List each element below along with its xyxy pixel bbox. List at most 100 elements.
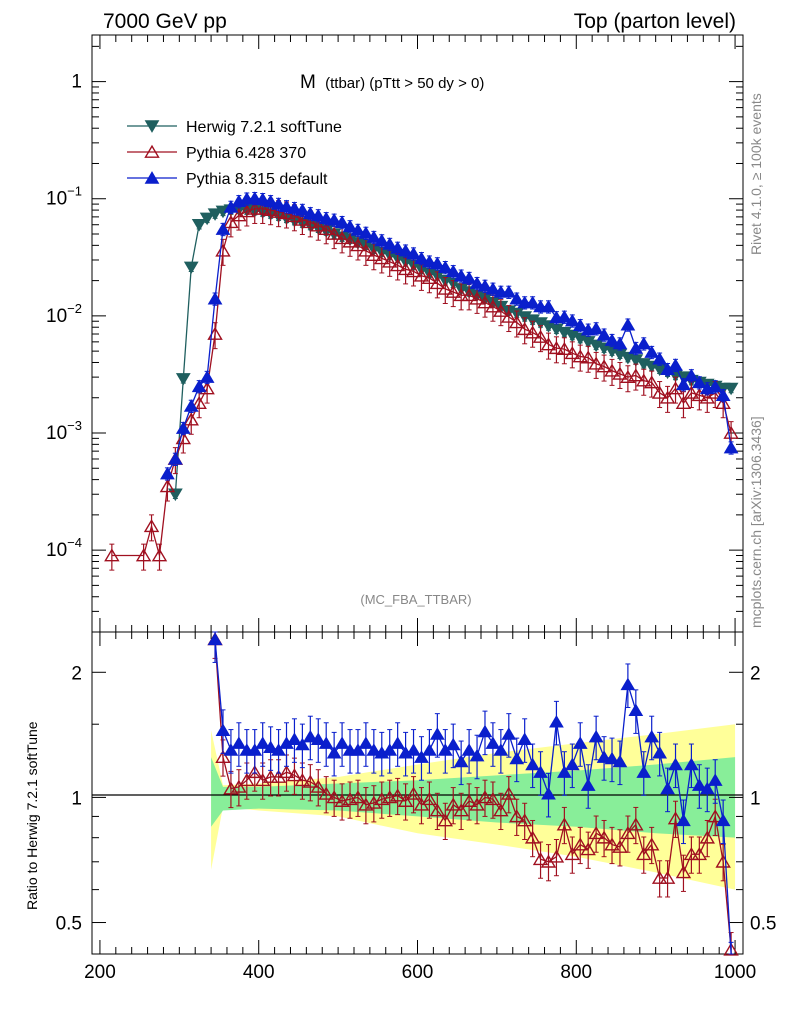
data-point bbox=[159, 479, 176, 493]
ratio-data-point bbox=[596, 750, 612, 763]
data-point bbox=[287, 201, 302, 214]
ratio-data-point bbox=[334, 736, 350, 749]
ratio-data-point bbox=[493, 743, 509, 756]
data-point bbox=[183, 412, 199, 426]
data-point bbox=[548, 340, 565, 355]
data-point bbox=[572, 349, 588, 363]
data-point bbox=[636, 373, 652, 387]
ratio-data-point bbox=[389, 788, 406, 802]
ratio-data-point bbox=[215, 723, 231, 737]
main-y-tick-label: 10−3 bbox=[46, 418, 82, 444]
data-point bbox=[191, 379, 207, 393]
ratio-data-point bbox=[302, 774, 319, 788]
ratio-data-point bbox=[437, 813, 454, 827]
data-point bbox=[556, 341, 573, 356]
legend-marker bbox=[144, 144, 160, 158]
data-point bbox=[358, 226, 374, 239]
ratio-data-point bbox=[636, 846, 652, 861]
data-point bbox=[215, 222, 231, 235]
plot-title: M (ttbar) (pTtt > 50 dy > 0) bbox=[300, 72, 484, 93]
data-point bbox=[564, 345, 581, 360]
data-point bbox=[493, 303, 509, 317]
data-point bbox=[429, 256, 445, 270]
ratio-data-point bbox=[683, 846, 700, 861]
data-point bbox=[207, 208, 223, 221]
data-point bbox=[382, 237, 398, 250]
ratio-data-point bbox=[366, 743, 382, 756]
main-y-tick-label: 10−4 bbox=[46, 535, 82, 561]
data-point bbox=[271, 197, 286, 210]
ratio-data-point bbox=[461, 793, 477, 807]
data-point bbox=[540, 337, 557, 351]
ratio-data-point bbox=[572, 837, 588, 851]
data-point bbox=[286, 208, 303, 223]
data-point bbox=[215, 243, 231, 257]
data-point bbox=[715, 388, 731, 401]
ratio-data-point bbox=[223, 743, 239, 756]
ratio-data-point bbox=[652, 746, 668, 759]
data-point bbox=[398, 243, 413, 257]
ratio-data-point bbox=[620, 677, 636, 691]
data-point bbox=[326, 213, 342, 226]
series-group-2 bbox=[160, 191, 739, 481]
ratio-data-point bbox=[707, 773, 723, 786]
ratio-data-point bbox=[421, 791, 438, 806]
data-point bbox=[374, 251, 390, 265]
data-point bbox=[691, 388, 708, 402]
legend-label: Herwig 7.2.1 softTune bbox=[186, 119, 342, 136]
data-point bbox=[461, 271, 477, 284]
ratio-data-point bbox=[382, 743, 398, 756]
data-point bbox=[231, 208, 247, 222]
ratio-data-point bbox=[429, 727, 445, 740]
plot-title-sub: (ttbar) (pTtt > 50 dy > 0) bbox=[325, 75, 484, 92]
ratio-data-point bbox=[691, 778, 707, 791]
data-point bbox=[461, 288, 477, 302]
data-point bbox=[588, 321, 604, 335]
ratio-data-point bbox=[485, 736, 501, 749]
ratio-data-point bbox=[501, 786, 517, 800]
ratio-data-point bbox=[262, 769, 279, 783]
ratio-y-tick-label-right: 0.5 bbox=[750, 914, 776, 935]
data-point bbox=[659, 390, 676, 404]
ratio-data-point bbox=[668, 757, 683, 771]
ratio-data-point bbox=[477, 724, 493, 738]
ratio-data-point bbox=[509, 809, 525, 823]
legend-marker bbox=[144, 120, 160, 133]
data-point bbox=[175, 431, 192, 445]
data-point bbox=[263, 194, 279, 208]
ratio-data-point bbox=[278, 764, 295, 779]
main-axis-ticks: 10−4 10−3 10−2 10−1 1 bbox=[46, 35, 743, 633]
data-point bbox=[469, 276, 485, 289]
ratio-y-axis-label: Ratio to Herwig 7.2.1 softTune bbox=[24, 721, 40, 910]
ratio-data-point bbox=[231, 779, 247, 793]
ratio-data-point bbox=[580, 842, 596, 856]
ratio-data-point bbox=[556, 817, 573, 831]
ratio-data-point bbox=[596, 830, 612, 844]
data-point bbox=[255, 192, 271, 205]
ratio-data-point bbox=[628, 817, 644, 831]
data-point bbox=[397, 262, 414, 276]
ratio-data-point bbox=[588, 825, 604, 840]
ratio-data-point bbox=[676, 813, 691, 827]
data-point bbox=[334, 231, 350, 245]
ratio-data-point bbox=[350, 743, 366, 756]
main-data-layer bbox=[104, 191, 739, 571]
ratio-data-point bbox=[588, 729, 604, 743]
ratio-data-point bbox=[651, 870, 668, 884]
ratio-data-point bbox=[580, 778, 596, 791]
ratio-data-point bbox=[684, 757, 699, 771]
series-line bbox=[174, 208, 732, 495]
ratio-data-point bbox=[525, 757, 540, 771]
ratio-y-tick-label: 1 bbox=[71, 788, 82, 809]
data-point bbox=[414, 251, 429, 265]
ratio-data-point bbox=[350, 790, 366, 804]
ratio-data-point bbox=[247, 764, 263, 779]
ratio-data-point bbox=[715, 813, 731, 827]
ratio-data-point bbox=[572, 736, 588, 749]
ratio-y-tick-label: 2 bbox=[71, 663, 82, 684]
data-point bbox=[318, 221, 334, 236]
ratio-data-point bbox=[358, 736, 374, 749]
data-point bbox=[254, 201, 271, 215]
data-point bbox=[183, 399, 199, 412]
ratio-data-point bbox=[294, 772, 311, 787]
